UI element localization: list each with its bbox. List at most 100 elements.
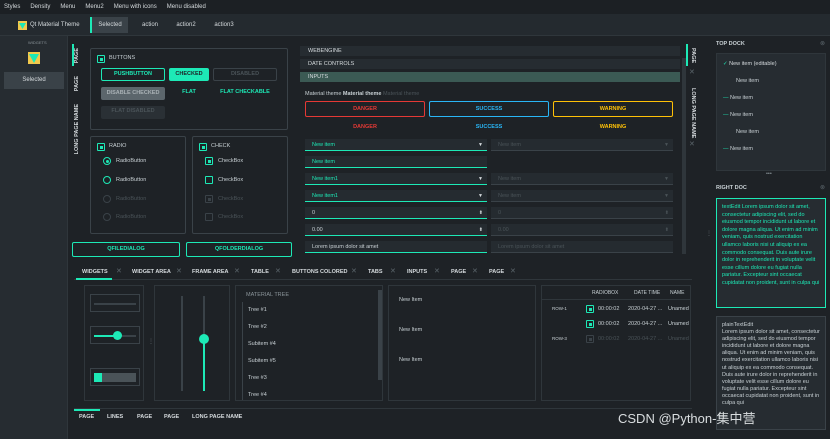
footer-tab-page-3[interactable]: PAGE [164,414,180,420]
pushbutton[interactable]: PUSHBUTTON [101,68,165,81]
spinbox-double-disabled[interactable]: 0.00 ⬍ [491,224,673,236]
dock-splitter-handle[interactable]: ••• [766,171,772,177]
checkbox-3[interactable] [205,195,213,203]
spinbox-int-disabled[interactable]: 0 ⬍ [491,207,673,219]
radio-group-checkbox[interactable] [97,143,105,151]
right-tab-long-page-name[interactable]: LONG PAGE NAME [690,88,696,139]
table-header-col-2[interactable]: DATE TIME [634,290,661,296]
close-icon[interactable]: ✕ [689,141,695,148]
tab-frame-area[interactable]: FRAME AREA [192,269,229,275]
close-icon[interactable]: ✕ [176,268,182,275]
combo-3[interactable]: New item1 ▼ [305,173,487,185]
buttons-group-checkbox[interactable] [97,55,105,63]
hslider-2-handle[interactable] [112,331,122,340]
footer-tab-long-page-name[interactable]: LONG PAGE NAME [192,414,243,420]
tree-item-3[interactable]: Tree #3 [248,375,267,381]
tree-subitem-4[interactable]: Subitem #4 [248,341,276,347]
lineedit-disabled[interactable]: Lorem ipsum dolor sit amet [491,241,673,253]
tab-page-1[interactable]: PAGE [451,269,467,275]
table-checkbox[interactable] [586,335,594,343]
combo-disabled-1[interactable]: New item ▼ [491,139,673,151]
section-inputs[interactable]: INPUTS [300,72,680,82]
left-tab-page-2[interactable]: PAGE [74,76,80,92]
table-checkbox[interactable] [586,320,594,328]
lineedit[interactable]: Lorem ipsum dolor sit amet [305,241,487,253]
left-tab-page-1[interactable]: PAGE [74,48,80,64]
tab-widget-area[interactable]: WIDGET AREA [132,269,171,275]
close-icon[interactable]: ✕ [434,268,440,275]
disabled-button[interactable]: DISABLED [213,68,277,81]
close-icon[interactable]: ✕ [116,268,122,275]
footer-tab-page-2[interactable]: PAGE [137,414,153,420]
list-item-2[interactable]: New Item [399,327,423,333]
menu-menu[interactable]: Menu [60,4,76,10]
tree-item-2[interactable]: Tree #2 [248,324,267,330]
menu-density[interactable]: Density [30,4,51,10]
vslider-1-track[interactable] [181,296,183,391]
close-icon[interactable]: ✕ [275,268,281,275]
close-icon[interactable]: ✕ [390,268,396,275]
radio-button-1[interactable] [103,157,111,165]
toolbar-action2[interactable]: action2 [176,22,196,28]
list-item-1[interactable]: New Item [399,297,423,303]
close-icon[interactable]: ✕ [351,268,357,275]
sidebar-selected-item[interactable]: Selected [4,72,64,89]
top-dock-item-5[interactable]: New item [736,129,759,135]
inputs-scrollbar[interactable] [682,58,686,254]
warning-flat-button[interactable]: WARNING [599,124,627,130]
tree-scrollbar[interactable] [378,290,382,380]
close-icon[interactable]: ✕ [689,69,695,76]
dock-close-icon[interactable]: ⊗ [820,41,826,47]
top-dock-item-4[interactable]: — New item [723,112,753,118]
hslider-1-track[interactable] [94,303,136,305]
tree-item-1[interactable]: Tree #1 [248,307,267,313]
menu-with-icons[interactable]: Menu with icons [113,4,157,10]
right-doc-plaintextedit[interactable]: plainTextEdit Lorem ipsum dolor sit amet… [716,316,826,430]
check-group-checkbox[interactable] [199,143,207,151]
flat-button[interactable]: FLAT [182,89,196,95]
top-dock-item-1[interactable]: ✓ New item (editable) [723,61,777,67]
left-tab-long-page-name[interactable]: LONG PAGE NAME [74,104,80,155]
danger-button[interactable]: DANGER [305,101,425,117]
section-webengine[interactable]: WEBENGINE [300,46,680,56]
menu-disabled[interactable]: Menu disabled [166,4,206,10]
top-dock-item-2[interactable]: New item [736,78,759,84]
combo-1[interactable]: New item ▼ [305,139,487,151]
radio-button-3[interactable] [103,195,111,203]
combo-disabled-4[interactable]: New item ▼ [491,190,673,202]
tree-item-4[interactable]: Tree #4 [248,392,267,398]
vslider-2-handle[interactable] [199,333,209,344]
close-icon[interactable]: ✕ [510,268,516,275]
success-flat-button[interactable]: SUCCESS [475,124,503,130]
qfiledialog-button[interactable]: QFILEDIALOG [72,242,180,257]
flat-checkable-button[interactable]: FLAT CHECKABLE [220,89,270,95]
toolbar-selected[interactable]: Selected [90,17,128,33]
menu-menu2[interactable]: Menu2 [85,4,104,10]
footer-tab-page-1[interactable]: PAGE [79,414,95,420]
tab-widgets[interactable]: WIDGETS [82,269,108,275]
success-button[interactable]: SUCCESS [429,101,549,117]
top-dock-item-3[interactable]: — New item [723,95,753,101]
table-row[interactable]: 00:00:02 2020-04-27 ... Unamed [542,317,690,332]
table-header-col-1[interactable]: RADIOBOX [592,290,619,296]
spinbox-int[interactable]: 0 ⬍ [305,207,487,219]
disable-checked-button[interactable]: DISABLE CHECKED [101,87,165,100]
warning-button[interactable]: WARNING [553,101,673,117]
section-date-controls[interactable]: DATE CONTROLS [300,59,680,69]
tab-tabs[interactable]: TABS [368,269,383,275]
tab-table[interactable]: TABLE [251,269,269,275]
close-icon[interactable]: ✕ [472,268,478,275]
flat-disabled-button[interactable]: FLAT DISABLED [101,106,165,119]
list-item-3[interactable]: New Item [399,357,423,363]
checkbox-2[interactable] [205,176,213,184]
top-dock-item-6[interactable]: — New item [723,146,753,152]
splitter-handle-icon[interactable]: ⋮ [148,339,154,345]
dock-handle-icon[interactable]: ⋮ [706,231,712,237]
close-icon[interactable]: ✕ [234,268,240,275]
table-header-col-3[interactable]: NAME [670,290,685,296]
checkbox-4[interactable] [205,213,213,221]
tab-inputs[interactable]: INPUTS [407,269,428,275]
radio-button-2[interactable] [103,176,111,184]
table-row[interactable]: ROW-3 00:00:02 2020-04-27 ... Unamed [542,332,690,347]
combo-2[interactable]: New item [305,156,487,168]
